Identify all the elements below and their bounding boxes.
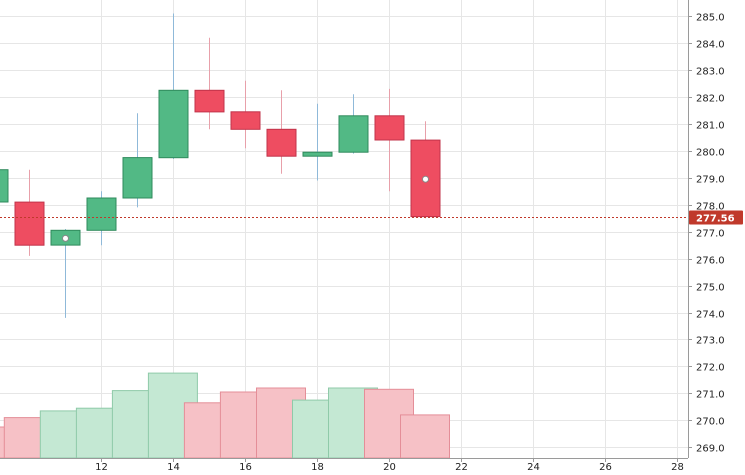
candle-body-up <box>338 115 369 153</box>
y-tick-label: 269.0 <box>696 444 725 455</box>
axis-layer: 269.0 270.0 271.0 272.0 273.0 274.0 275.0 276.0… <box>0 0 725 473</box>
y-tick-label: 272.0 <box>696 363 725 374</box>
y-tick-label: 284.0 <box>696 40 725 51</box>
y-tick-label: 273.0 <box>696 336 725 347</box>
y-tick-label: 277.0 <box>696 229 725 240</box>
x-tick-label: 18 <box>311 462 324 473</box>
candle-body-down <box>194 89 225 113</box>
candle-layer <box>0 13 441 318</box>
y-tick-label: 281.0 <box>696 121 725 132</box>
x-tick-label: 16 <box>239 462 252 473</box>
candle-marker-dot <box>62 234 69 242</box>
x-tick-label: 24 <box>527 462 540 473</box>
y-tick-label: 283.0 <box>696 67 725 78</box>
x-tick-label: 12 <box>95 462 108 473</box>
current-price-label: 277.56 <box>696 214 735 225</box>
y-tick-label: 278.0 <box>696 202 725 213</box>
candle-body-down <box>14 201 45 246</box>
x-tick-label: 22 <box>455 462 468 473</box>
y-tick-label: 270.0 <box>696 417 725 428</box>
x-tick-label: 20 <box>383 462 396 473</box>
y-tick-label: 274.0 <box>696 310 725 321</box>
current-price-tag <box>689 210 743 225</box>
candle-body-down <box>266 128 297 157</box>
x-tick-label: 26 <box>599 462 612 473</box>
candle-body-up <box>122 157 153 199</box>
candle-body-up <box>86 197 117 231</box>
x-tick-label: 14 <box>167 462 180 473</box>
x-tick-label: 28 <box>671 462 684 473</box>
overlay-layer: 277.56 <box>0 210 743 225</box>
y-tick-label: 285.0 <box>696 13 725 24</box>
candle-body-down <box>230 111 261 130</box>
candle-marker-dot <box>422 175 429 183</box>
y-tick-label: 279.0 <box>696 175 725 186</box>
candle-body-up <box>0 169 9 203</box>
candle-body-up <box>158 89 189 159</box>
y-tick-label: 275.0 <box>696 283 725 294</box>
y-tick-label: 282.0 <box>696 94 725 105</box>
volume-bar-down <box>400 414 450 459</box>
candle-body-up <box>302 151 333 157</box>
y-tick-label: 280.0 <box>696 148 725 159</box>
candle-body-down <box>374 115 405 141</box>
volume-layer <box>0 372 450 459</box>
y-tick-label: 271.0 <box>696 390 725 401</box>
y-tick-label: 276.0 <box>696 256 725 267</box>
